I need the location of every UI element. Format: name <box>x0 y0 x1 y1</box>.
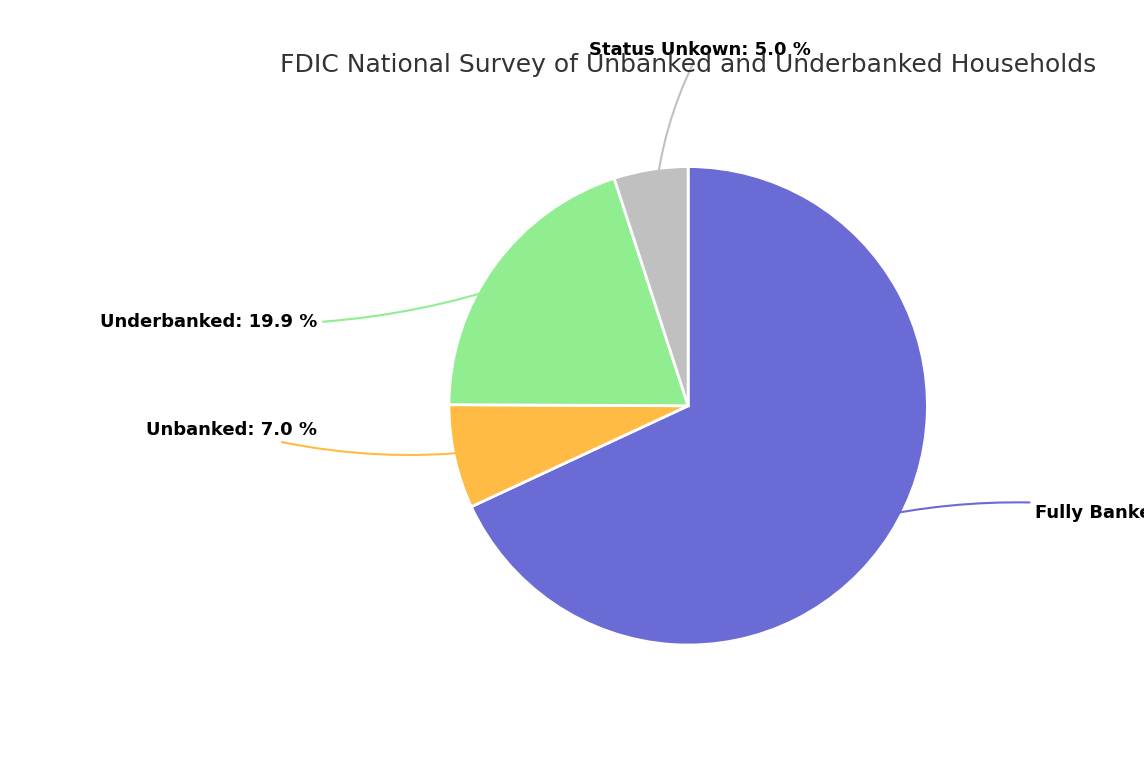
Wedge shape <box>471 167 928 645</box>
Text: Underbanked: 19.9 %: Underbanked: 19.9 % <box>100 283 516 331</box>
Text: Fully Banked: 68.0 %: Fully Banked: 68.0 % <box>868 503 1144 523</box>
Text: Unbanked: 7.0 %: Unbanked: 7.0 % <box>146 421 479 455</box>
Wedge shape <box>448 178 689 406</box>
Text: Status Unkown: 5.0 %: Status Unkown: 5.0 % <box>589 41 811 195</box>
Wedge shape <box>614 167 689 406</box>
Wedge shape <box>448 405 689 506</box>
Title: FDIC National Survey of Unbanked and Underbanked Households: FDIC National Survey of Unbanked and Und… <box>280 53 1096 77</box>
